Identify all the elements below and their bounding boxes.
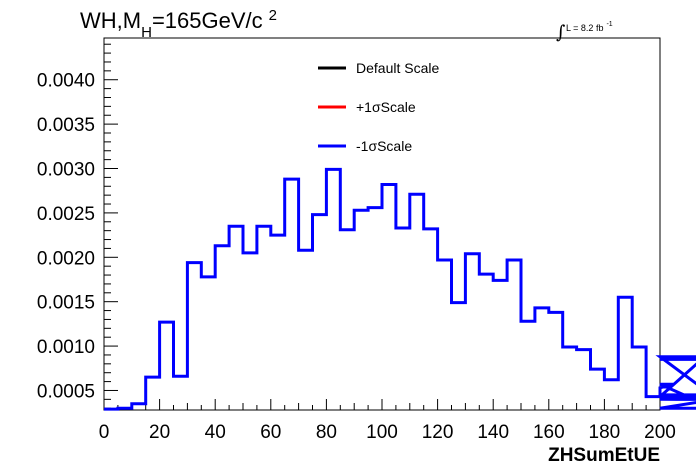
title-subscript: H: [141, 24, 152, 41]
x-tick-label: 40: [205, 422, 226, 443]
y-tick-label: 0.0015: [37, 293, 95, 314]
legend-label: -1σScale: [356, 138, 412, 154]
y-tick-label: 0.0010: [37, 337, 95, 358]
y-tick-label: 0.0040: [37, 71, 95, 92]
luminosity-integral-sign: ∫: [556, 22, 566, 43]
luminosity-text: L = 8.2 fb: [566, 23, 603, 33]
x-tick-label: 120: [422, 422, 454, 443]
x-tick-label: 200: [644, 422, 676, 443]
title-superscript: 2: [269, 7, 277, 24]
x-axis-label: ZHSumEtUE: [548, 445, 660, 466]
y-tick-label: 0.0020: [37, 248, 95, 269]
legend: Default Scale +1σScale -1σScale: [318, 60, 439, 154]
x-tick-label: 0: [99, 422, 110, 443]
x-tick-label: 20: [149, 422, 170, 443]
y-tick-label: 0.0030: [37, 160, 95, 181]
y-tick-label: 0.0025: [37, 204, 95, 225]
luminosity-superscript: -1: [606, 21, 612, 28]
x-tick-label: 140: [477, 422, 509, 443]
y-tick-label: 0.0005: [37, 381, 95, 402]
x-axis: 0 20 40 60 80 100 120 140 160 180 200: [99, 399, 676, 443]
chart-title: WH,MH=165GeV/c 2: [80, 7, 277, 41]
series-line: [104, 167, 696, 411]
x-tick-label: 80: [316, 422, 337, 443]
x-tick-label: 100: [366, 422, 398, 443]
series-layer: [104, 167, 696, 411]
legend-label: Default Scale: [356, 60, 439, 76]
title-prefix: WH,M: [80, 8, 141, 33]
legend-label: +1σScale: [356, 99, 416, 115]
y-tick-label: 0.0035: [37, 115, 95, 136]
title-suffix: =165GeV/c: [152, 8, 263, 33]
x-tick-label: 180: [589, 422, 621, 443]
luminosity-label: L = 8.2 fb -1: [566, 21, 613, 33]
x-tick-label: 60: [260, 422, 281, 443]
x-tick-label: 160: [533, 422, 565, 443]
y-axis: 0.0005 0.0010 0.0015 0.0020 0.0025 0.0030 0.00…: [37, 43, 118, 409]
